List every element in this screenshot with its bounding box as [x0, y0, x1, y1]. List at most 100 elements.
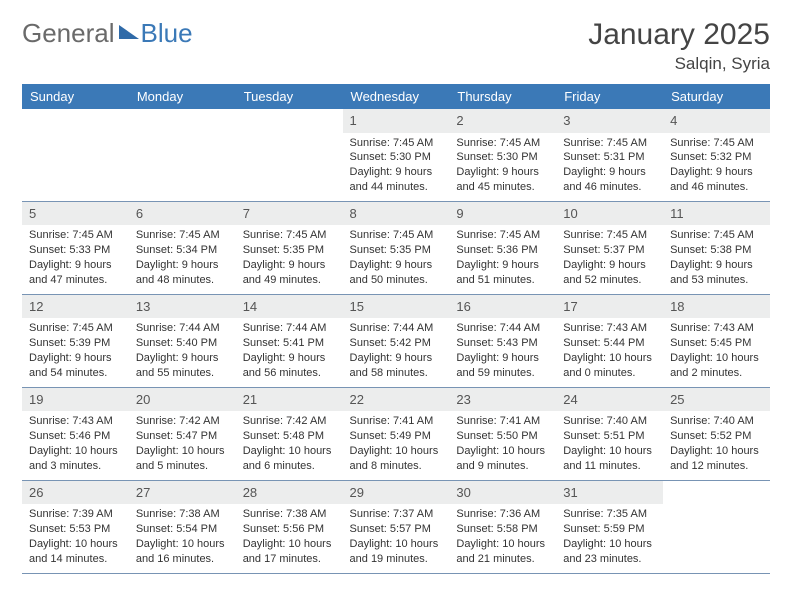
day-info: Sunrise: 7:44 AMSunset: 5:42 PMDaylight:… [343, 321, 450, 380]
day-d2: and 48 minutes. [136, 273, 229, 288]
day-sunrise: Sunrise: 7:45 AM [29, 321, 122, 336]
day-d2: and 21 minutes. [456, 552, 549, 567]
day-d2: and 45 minutes. [456, 180, 549, 195]
weekday-header: Wednesday [343, 84, 450, 109]
day-sunset: Sunset: 5:54 PM [136, 522, 229, 537]
day-number: 23 [449, 388, 556, 412]
day-d1: Daylight: 10 hours [350, 537, 443, 552]
calendar-day-cell: 22Sunrise: 7:41 AMSunset: 5:49 PMDayligh… [343, 387, 450, 480]
month-title: January 2025 [588, 18, 770, 52]
day-sunrise: Sunrise: 7:45 AM [563, 228, 656, 243]
calendar-week-row: 19Sunrise: 7:43 AMSunset: 5:46 PMDayligh… [22, 387, 770, 480]
day-info: Sunrise: 7:45 AMSunset: 5:36 PMDaylight:… [449, 228, 556, 287]
day-sunrise: Sunrise: 7:41 AM [456, 414, 549, 429]
day-sunset: Sunset: 5:48 PM [243, 429, 336, 444]
day-number: 10 [556, 202, 663, 226]
day-d2: and 17 minutes. [243, 552, 336, 567]
day-d1: Daylight: 9 hours [456, 351, 549, 366]
day-info: Sunrise: 7:45 AMSunset: 5:33 PMDaylight:… [22, 228, 129, 287]
day-sunrise: Sunrise: 7:45 AM [563, 136, 656, 151]
day-info: Sunrise: 7:45 AMSunset: 5:38 PMDaylight:… [663, 228, 770, 287]
day-number: 14 [236, 295, 343, 319]
day-sunset: Sunset: 5:56 PM [243, 522, 336, 537]
day-d2: and 46 minutes. [563, 180, 656, 195]
calendar-table: Sunday Monday Tuesday Wednesday Thursday… [22, 84, 770, 574]
day-sunrise: Sunrise: 7:45 AM [670, 228, 763, 243]
day-number: 8 [343, 202, 450, 226]
day-d2: and 59 minutes. [456, 366, 549, 381]
calendar-day-cell: 14Sunrise: 7:44 AMSunset: 5:41 PMDayligh… [236, 294, 343, 387]
calendar-day-cell: 28Sunrise: 7:38 AMSunset: 5:56 PMDayligh… [236, 480, 343, 573]
day-info: Sunrise: 7:42 AMSunset: 5:47 PMDaylight:… [129, 414, 236, 473]
day-number: 13 [129, 295, 236, 319]
day-number: 16 [449, 295, 556, 319]
day-info: Sunrise: 7:43 AMSunset: 5:46 PMDaylight:… [22, 414, 129, 473]
calendar-day-cell [22, 109, 129, 201]
day-d1: Daylight: 9 hours [136, 258, 229, 273]
day-info: Sunrise: 7:45 AMSunset: 5:32 PMDaylight:… [663, 136, 770, 195]
day-d2: and 55 minutes. [136, 366, 229, 381]
day-sunset: Sunset: 5:46 PM [29, 429, 122, 444]
day-info: Sunrise: 7:35 AMSunset: 5:59 PMDaylight:… [556, 507, 663, 566]
calendar-day-cell: 7Sunrise: 7:45 AMSunset: 5:35 PMDaylight… [236, 201, 343, 294]
day-sunset: Sunset: 5:36 PM [456, 243, 549, 258]
day-d2: and 51 minutes. [456, 273, 549, 288]
calendar-day-cell: 25Sunrise: 7:40 AMSunset: 5:52 PMDayligh… [663, 387, 770, 480]
day-d1: Daylight: 10 hours [456, 444, 549, 459]
day-sunset: Sunset: 5:34 PM [136, 243, 229, 258]
day-d1: Daylight: 10 hours [243, 444, 336, 459]
day-d1: Daylight: 10 hours [136, 537, 229, 552]
calendar-day-cell: 13Sunrise: 7:44 AMSunset: 5:40 PMDayligh… [129, 294, 236, 387]
day-info: Sunrise: 7:43 AMSunset: 5:45 PMDaylight:… [663, 321, 770, 380]
day-sunrise: Sunrise: 7:40 AM [563, 414, 656, 429]
calendar-day-cell: 23Sunrise: 7:41 AMSunset: 5:50 PMDayligh… [449, 387, 556, 480]
day-d1: Daylight: 9 hours [563, 258, 656, 273]
day-d1: Daylight: 10 hours [563, 537, 656, 552]
day-d2: and 11 minutes. [563, 459, 656, 474]
calendar-day-cell: 11Sunrise: 7:45 AMSunset: 5:38 PMDayligh… [663, 201, 770, 294]
day-d2: and 44 minutes. [350, 180, 443, 195]
day-info: Sunrise: 7:45 AMSunset: 5:30 PMDaylight:… [449, 136, 556, 195]
calendar-day-cell: 12Sunrise: 7:45 AMSunset: 5:39 PMDayligh… [22, 294, 129, 387]
location: Salqin, Syria [588, 54, 770, 74]
day-number: 12 [22, 295, 129, 319]
day-d1: Daylight: 9 hours [350, 165, 443, 180]
day-sunrise: Sunrise: 7:44 AM [243, 321, 336, 336]
day-number: 11 [663, 202, 770, 226]
day-sunset: Sunset: 5:35 PM [350, 243, 443, 258]
day-d1: Daylight: 9 hours [136, 351, 229, 366]
day-d1: Daylight: 9 hours [243, 258, 336, 273]
day-number: 31 [556, 481, 663, 505]
day-sunrise: Sunrise: 7:45 AM [350, 228, 443, 243]
calendar-day-cell: 19Sunrise: 7:43 AMSunset: 5:46 PMDayligh… [22, 387, 129, 480]
day-number: 15 [343, 295, 450, 319]
day-d1: Daylight: 10 hours [29, 444, 122, 459]
day-sunset: Sunset: 5:47 PM [136, 429, 229, 444]
weekday-header: Monday [129, 84, 236, 109]
calendar-week-row: 1Sunrise: 7:45 AMSunset: 5:30 PMDaylight… [22, 109, 770, 201]
day-number: 7 [236, 202, 343, 226]
weekday-header-row: Sunday Monday Tuesday Wednesday Thursday… [22, 84, 770, 109]
day-d2: and 47 minutes. [29, 273, 122, 288]
day-sunrise: Sunrise: 7:38 AM [243, 507, 336, 522]
day-d1: Daylight: 9 hours [29, 258, 122, 273]
calendar-day-cell: 15Sunrise: 7:44 AMSunset: 5:42 PMDayligh… [343, 294, 450, 387]
day-number: 5 [22, 202, 129, 226]
day-sunset: Sunset: 5:30 PM [350, 150, 443, 165]
weekday-header: Saturday [663, 84, 770, 109]
day-info: Sunrise: 7:45 AMSunset: 5:35 PMDaylight:… [236, 228, 343, 287]
day-info: Sunrise: 7:42 AMSunset: 5:48 PMDaylight:… [236, 414, 343, 473]
day-sunset: Sunset: 5:33 PM [29, 243, 122, 258]
day-d1: Daylight: 9 hours [456, 258, 549, 273]
day-d1: Daylight: 10 hours [136, 444, 229, 459]
day-sunrise: Sunrise: 7:43 AM [29, 414, 122, 429]
day-sunset: Sunset: 5:57 PM [350, 522, 443, 537]
day-sunset: Sunset: 5:53 PM [29, 522, 122, 537]
day-sunrise: Sunrise: 7:44 AM [350, 321, 443, 336]
day-d1: Daylight: 9 hours [670, 258, 763, 273]
day-sunset: Sunset: 5:44 PM [563, 336, 656, 351]
day-d1: Daylight: 10 hours [456, 537, 549, 552]
day-d2: and 6 minutes. [243, 459, 336, 474]
day-number: 26 [22, 481, 129, 505]
day-number: 30 [449, 481, 556, 505]
